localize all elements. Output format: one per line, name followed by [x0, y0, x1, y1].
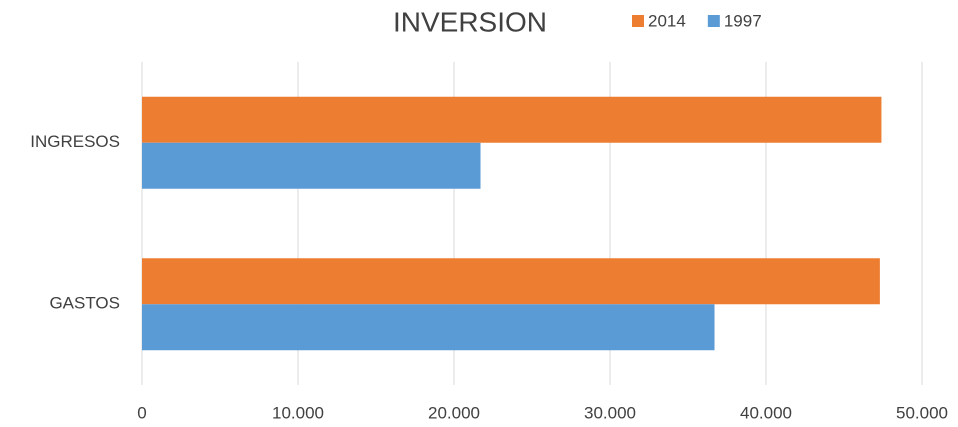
x-tick-label: 10.000	[272, 403, 324, 422]
chart-title: INVERSION	[393, 6, 547, 37]
x-tick-label: 40.000	[740, 403, 792, 422]
bar	[142, 304, 715, 351]
x-tick-label: 30.000	[584, 403, 636, 422]
x-tick-label: 0	[137, 403, 146, 422]
legend-swatch	[632, 15, 644, 27]
bar	[142, 96, 882, 143]
y-tick-label: INGRESOS	[30, 132, 120, 151]
y-tick-label: GASTOS	[49, 294, 120, 313]
bar	[142, 258, 880, 305]
bar	[142, 142, 481, 189]
legend-swatch	[707, 15, 720, 27]
legend-label: 1997	[724, 11, 762, 30]
x-tick-label: 20.000	[428, 403, 480, 422]
legend-label: 2014	[648, 11, 686, 30]
x-tick-label: 50.000	[896, 403, 948, 422]
